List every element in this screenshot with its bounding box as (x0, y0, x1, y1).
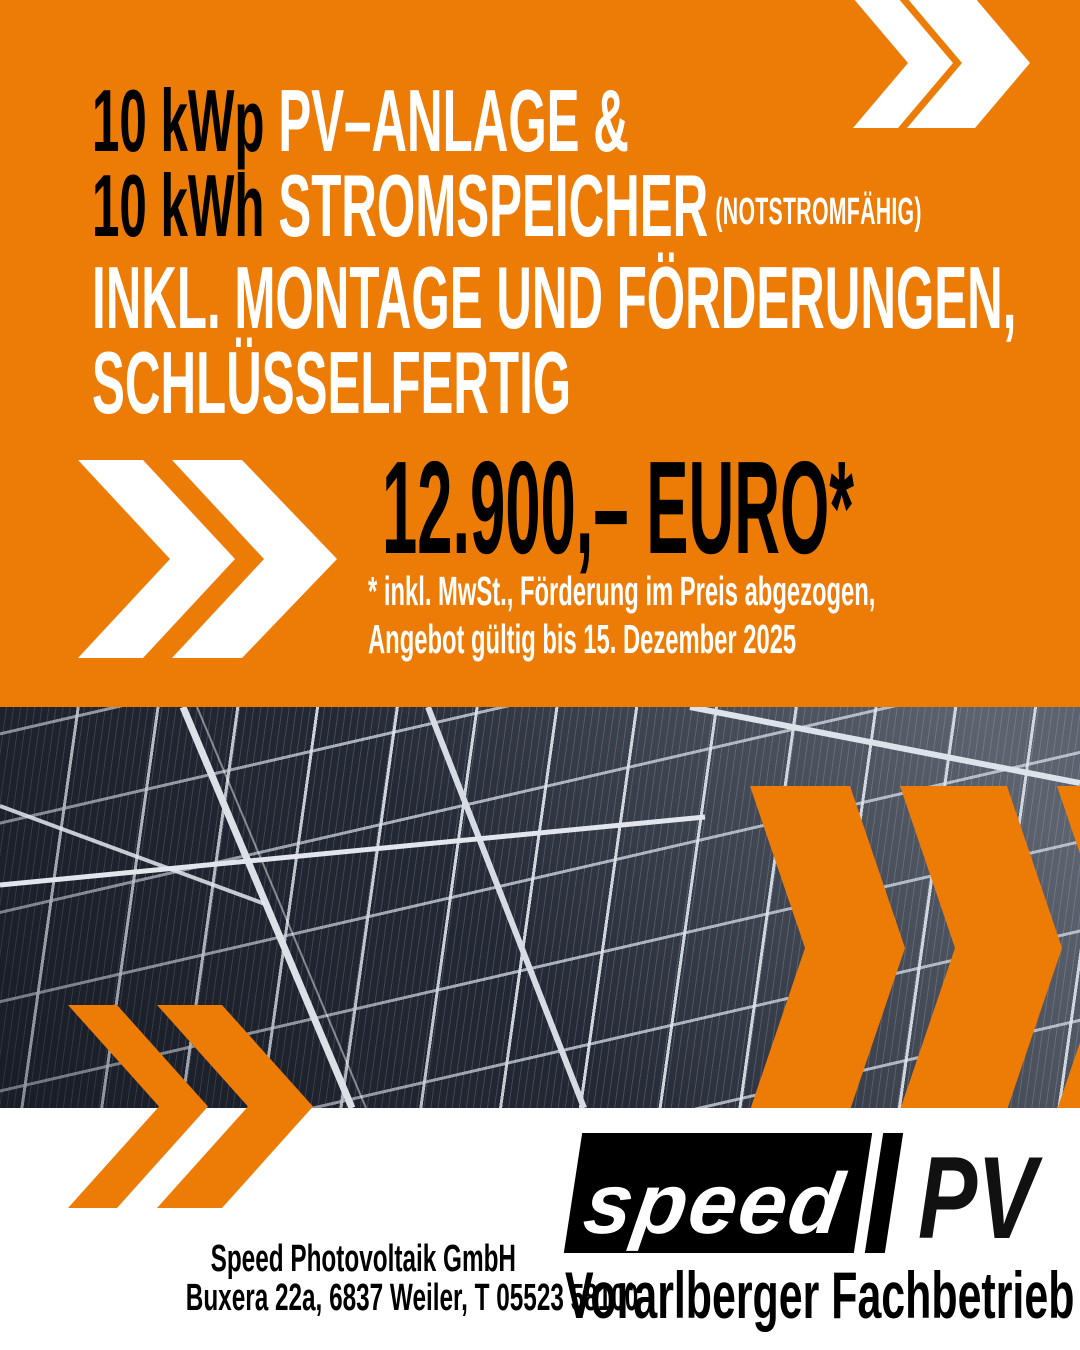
chevron-band (78, 460, 235, 658)
solar-panels-photo (0, 707, 1080, 1108)
headline-line-2: 10 kWh STROMSPEICHER (NOTSTROMFÄHIG) (92, 162, 1016, 255)
chevron-band (68, 1005, 208, 1208)
chevron-band (157, 1005, 313, 1208)
rail (0, 814, 706, 888)
rail (425, 707, 587, 1108)
brand-tagline: Vorarlberger Fachbetrieb (565, 1258, 1075, 1332)
headline: 10 kWp PV–ANLAGE & 10 kWh STROMSPEICHER (NO… (92, 77, 1017, 432)
brand-logo-box: speed (563, 1133, 873, 1253)
rail (196, 707, 367, 1108)
price: 12.900,– EURO* (382, 434, 854, 581)
headline-notstrom-note: (NOTSTROMFÄHIG) (715, 191, 922, 233)
chevron-band (900, 786, 1062, 1108)
panel-mounting-rails (0, 707, 1080, 1108)
headline-capacity-storage: 10 kWh (92, 156, 265, 255)
company-name: Speed Photovoltaik GmbH (210, 1238, 516, 1280)
headline-line-4: SCHLÜSSELFERTIG (92, 333, 572, 432)
headline-line-1: 10 kWp PV–ANLAGE & (92, 77, 1016, 165)
brand-logo-speed: speed (577, 1156, 852, 1252)
chevron-band (907, 0, 1030, 128)
headline-stromspeicher: STROMSPEICHER (278, 156, 709, 255)
brand-logo-pv: PV (918, 1132, 1037, 1263)
double-chevron-right-icon (68, 1005, 313, 1208)
chevron-band (1057, 786, 1080, 1108)
chevron-band (750, 786, 905, 1108)
offer-section: 10 kWp PV–ANLAGE & 10 kWh STROMSPEICHER (NO… (0, 0, 1080, 707)
headline-line-3: INKL. MONTAGE UND FÖRDERUNGEN, (92, 248, 1017, 347)
double-chevron-right-icon (853, 0, 1030, 128)
rail (689, 707, 1080, 786)
price-note-line-1: * inkl. MwSt., Förderung im Preis abgezo… (368, 568, 876, 614)
headline-pv-anlage: PV–ANLAGE & (278, 71, 629, 170)
rail (179, 707, 356, 1108)
company-address: Buxera 22a, 6837 Weiler, T 05523 58100 (185, 1277, 639, 1319)
chevron-band (172, 460, 337, 658)
contact-block: Speed Photovoltaik GmbH Buxera 22a, 6837… (185, 1238, 639, 1319)
rail (0, 804, 266, 906)
price-notes: * inkl. MwSt., Förderung im Preis abgezo… (368, 567, 875, 663)
price-note-line-2: Angebot gültig bis 15. Dezember 2025 (368, 616, 797, 662)
headline-capacity-pv: 10 kWp (92, 71, 265, 170)
double-chevron-right-icon (78, 460, 337, 658)
chevron-band (853, 0, 953, 128)
triple-chevron-right-icon (750, 786, 1080, 1108)
